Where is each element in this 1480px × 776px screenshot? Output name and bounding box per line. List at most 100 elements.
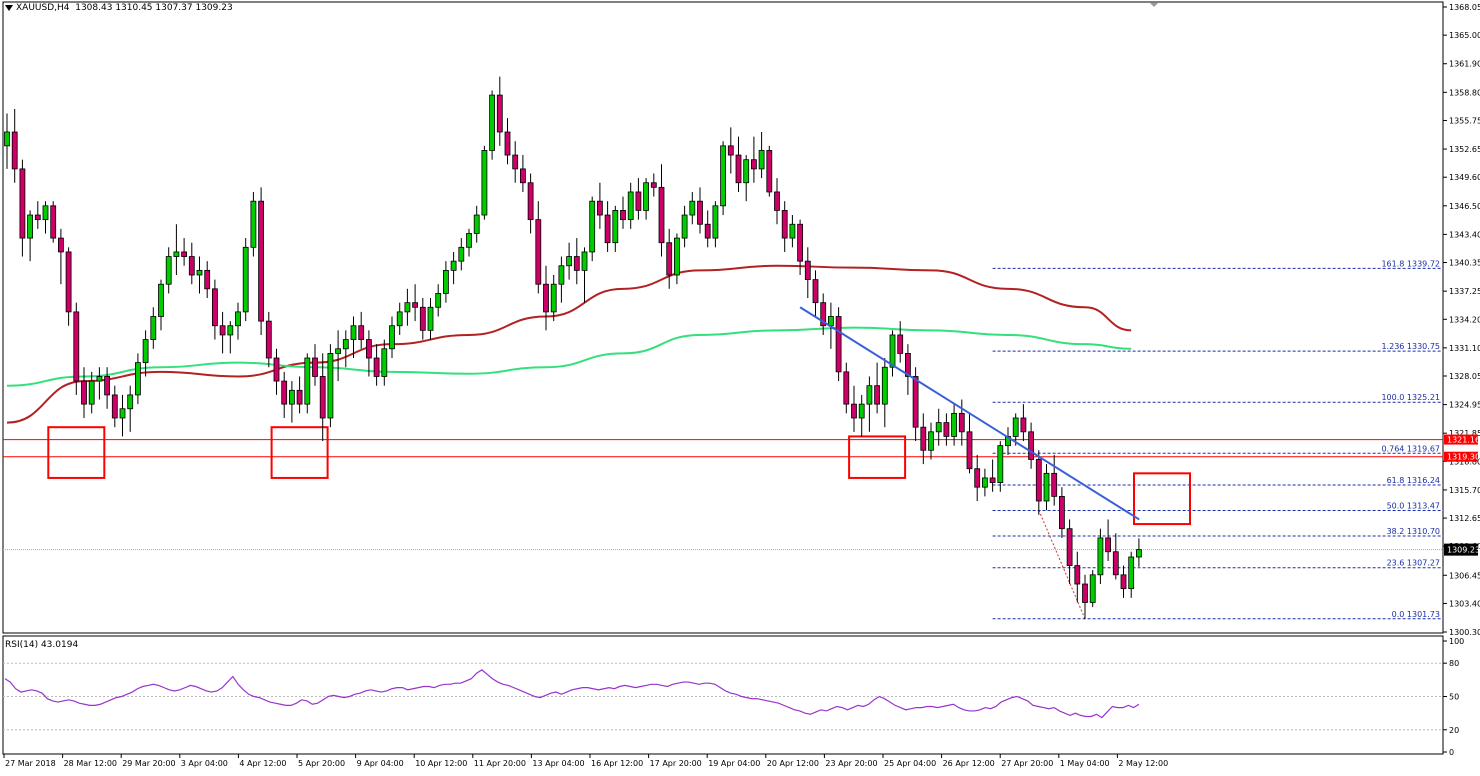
candle[interactable] — [735, 136, 742, 192]
candle[interactable] — [381, 339, 388, 386]
candle[interactable] — [997, 441, 1004, 492]
candle[interactable] — [920, 413, 927, 465]
candle[interactable] — [550, 274, 557, 322]
candle[interactable] — [712, 201, 719, 248]
candle[interactable] — [50, 201, 57, 243]
candle[interactable] — [566, 242, 572, 280]
candle[interactable] — [897, 321, 904, 363]
chart-shift-icon[interactable] — [1150, 3, 1158, 7]
candle[interactable] — [704, 210, 711, 248]
rsi-line[interactable] — [4, 669, 1140, 719]
candle[interactable] — [727, 127, 734, 174]
candle[interactable] — [843, 362, 850, 414]
candle[interactable] — [504, 118, 511, 165]
candle[interactable] — [812, 270, 819, 317]
candle[interactable] — [943, 413, 950, 446]
candle[interactable] — [165, 247, 172, 294]
candle[interactable] — [458, 238, 465, 271]
candle[interactable] — [11, 108, 18, 183]
candle[interactable] — [42, 201, 49, 234]
candle[interactable] — [1020, 404, 1027, 442]
candle[interactable] — [319, 353, 326, 442]
candle[interactable] — [396, 302, 403, 335]
candle[interactable] — [204, 261, 211, 299]
candle[interactable] — [4, 113, 10, 169]
candle[interactable] — [620, 196, 626, 229]
candle[interactable] — [81, 367, 87, 418]
candle[interactable] — [65, 247, 72, 326]
candle[interactable] — [1112, 533, 1119, 580]
candle[interactable] — [766, 145, 773, 197]
candle[interactable] — [1105, 519, 1111, 561]
candle[interactable] — [27, 210, 34, 262]
candle[interactable] — [273, 348, 280, 395]
candle[interactable] — [235, 302, 241, 340]
candle[interactable] — [358, 311, 365, 349]
candle[interactable] — [781, 201, 788, 252]
candle[interactable] — [928, 422, 934, 460]
candle[interactable] — [1043, 464, 1050, 511]
candle[interactable] — [496, 76, 503, 146]
candle[interactable] — [281, 371, 288, 418]
candle[interactable] — [127, 385, 134, 432]
candle[interactable] — [982, 468, 988, 497]
candle[interactable] — [150, 307, 157, 349]
candle[interactable] — [604, 201, 611, 252]
candle[interactable] — [720, 141, 726, 216]
candle[interactable] — [905, 344, 911, 395]
candle[interactable] — [612, 205, 619, 252]
candle[interactable] — [188, 242, 195, 285]
candle[interactable] — [219, 311, 226, 354]
candle[interactable] — [666, 228, 673, 289]
candle[interactable] — [935, 408, 942, 446]
candle[interactable] — [34, 201, 41, 229]
candle[interactable] — [650, 173, 657, 197]
candle[interactable] — [227, 321, 234, 354]
candle[interactable] — [627, 182, 634, 229]
candle[interactable] — [697, 187, 703, 234]
candle[interactable] — [1059, 487, 1065, 538]
candle[interactable] — [681, 205, 688, 248]
candle[interactable] — [597, 182, 603, 229]
candle[interactable] — [389, 316, 395, 359]
candle[interactable] — [88, 371, 95, 414]
candle[interactable] — [104, 367, 110, 409]
candle[interactable] — [173, 224, 180, 275]
candle[interactable] — [1089, 570, 1096, 608]
candle[interactable] — [743, 155, 750, 202]
candle[interactable] — [820, 293, 827, 335]
candle[interactable] — [1035, 450, 1042, 515]
candle[interactable] — [835, 307, 842, 382]
candle[interactable] — [258, 187, 265, 335]
candle[interactable] — [265, 311, 272, 368]
highlight-box[interactable] — [270, 426, 329, 479]
candle[interactable] — [535, 201, 542, 294]
candle[interactable] — [797, 219, 803, 275]
candle[interactable] — [350, 316, 357, 359]
candle[interactable] — [543, 265, 549, 331]
candle[interactable] — [581, 247, 588, 303]
candle[interactable] — [974, 454, 981, 502]
candle[interactable] — [643, 178, 649, 220]
candle[interactable] — [674, 233, 680, 285]
candle[interactable] — [19, 159, 26, 257]
candle[interactable] — [412, 284, 419, 322]
candle[interactable] — [96, 367, 103, 400]
candle[interactable] — [73, 302, 80, 395]
candle[interactable] — [142, 330, 149, 377]
candle[interactable] — [751, 136, 757, 183]
candle[interactable] — [304, 353, 311, 414]
candle[interactable] — [450, 251, 457, 285]
trendline[interactable] — [799, 306, 1140, 521]
candle[interactable] — [1066, 519, 1073, 585]
candle[interactable] — [365, 330, 372, 377]
candle[interactable] — [442, 261, 449, 303]
candle[interactable] — [774, 178, 780, 225]
candle[interactable] — [473, 205, 480, 243]
candle[interactable] — [419, 298, 426, 340]
candle[interactable] — [158, 279, 164, 331]
candle[interactable] — [1074, 551, 1081, 603]
candle[interactable] — [489, 90, 496, 160]
candle[interactable] — [958, 399, 965, 446]
candle[interactable] — [373, 344, 380, 386]
